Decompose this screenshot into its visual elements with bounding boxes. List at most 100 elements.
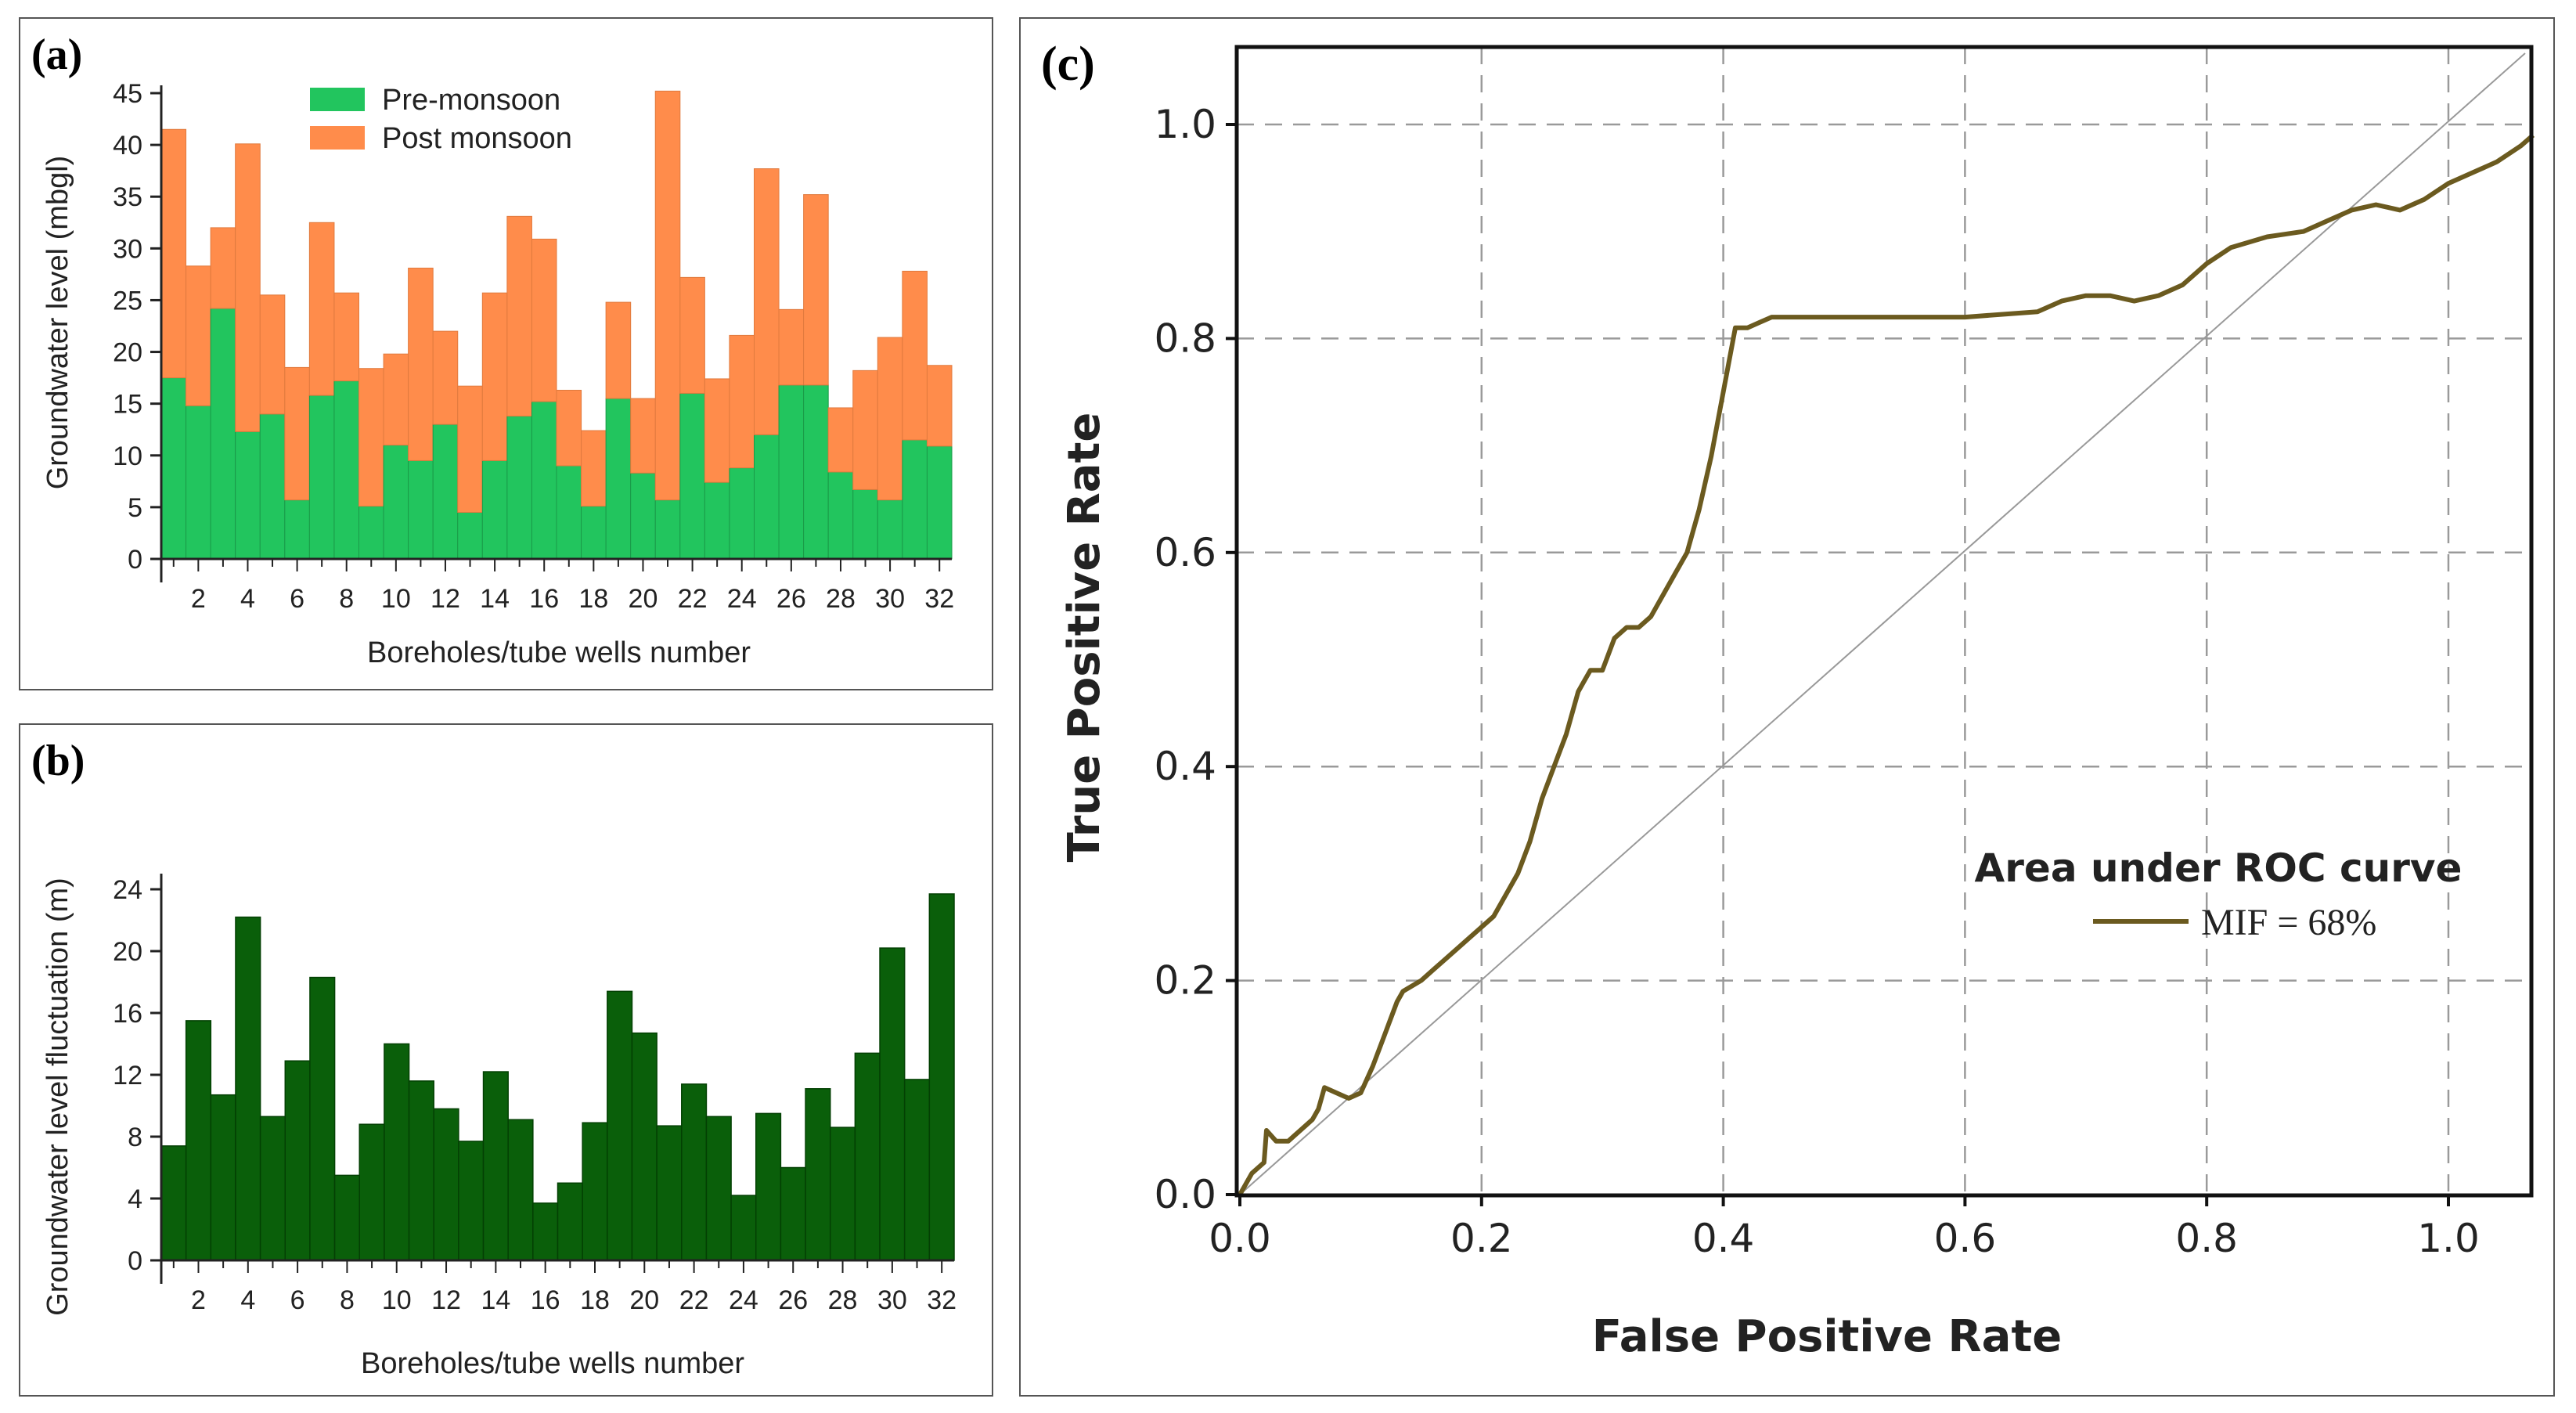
y-tick-label-b: 12 [113,1061,142,1090]
x-tick-label-b: 28 [828,1285,858,1315]
y-axis-label-c: True Positive Rate [1059,413,1110,863]
bar-fluct-14 [482,1071,509,1261]
legend-title-c: Area under ROC curve [1975,845,2463,891]
bar-post-16 [531,238,557,402]
x-tick-label-c: 0.0 [1209,1216,1271,1261]
bar-fluct-12 [433,1108,459,1261]
x-tick-label-a: 2 [191,584,206,614]
y-tick-label-c: 0.8 [1154,315,1216,361]
bar-pre-29 [852,488,878,560]
bar-pre-11 [408,460,434,560]
y-tick-label-c: 0.2 [1154,958,1216,1004]
bar-fluct-28 [829,1126,856,1261]
bar-pre-32 [926,445,953,560]
bar-post-22 [679,276,705,394]
bar-pre-2 [186,405,211,560]
panel-b: (b) 0 4 8 12 16 20 24 2 4 6 8 10 12 14 16 18 20 22 24 26 28 3… [19,723,993,1397]
x-tick-label-a: 14 [480,584,510,614]
panel-label-a: (a) [31,31,82,79]
bar-post-2 [186,265,211,406]
panel-a: (a) 0 5 10 15 20 25 30 35 40 45 2 4 6 8 10 12 14 16 18 20 22… [19,17,993,690]
x-tick-label-b: 22 [679,1285,709,1315]
x-tick-label-b: 10 [382,1285,412,1315]
x-tick-label-c: 0.8 [2175,1216,2238,1261]
bar-fluct-1 [160,1145,187,1261]
bar-post-27 [803,194,829,386]
legend-label-post: Post monsoon [382,122,572,155]
bar-pre-31 [902,439,928,560]
x-tick-label-c: 0.2 [1450,1216,1513,1261]
x-tick-label-b: 12 [431,1285,461,1315]
bar-post-12 [432,330,459,425]
bar-post-9 [358,368,384,507]
x-axis-label-a: Boreholes/tube wells number [367,636,751,669]
bar-pre-5 [259,413,286,560]
x-tick-label-b: 20 [629,1285,659,1315]
x-tick-label-a: 8 [339,584,354,614]
bar-pre-13 [457,512,483,560]
bar-pre-22 [679,392,705,560]
bar-fluct-22 [681,1083,708,1261]
bar-post-5 [259,294,286,415]
x-tick-label-a: 26 [776,584,806,614]
legend-label-pre: Pre-monsoon [382,84,560,117]
y-tick-label-c: 0.4 [1154,744,1216,789]
bar-post-15 [506,215,532,417]
x-tick-label-c: 0.4 [1692,1216,1755,1261]
x-tick-label-b: 16 [531,1285,560,1315]
x-axis-label-c: False Positive Rate [1592,1311,2062,1362]
x-tick-label-b: 24 [729,1285,758,1315]
bar-post-13 [457,385,483,514]
x-tick-label-b: 2 [191,1285,206,1315]
y-tick-label-b: 24 [113,875,142,905]
bar-pre-12 [432,424,459,560]
bar-fluct-31 [903,1079,931,1261]
x-tick-label-b: 26 [778,1285,808,1315]
bar-fluct-30 [879,947,906,1261]
y-tick-label-a: 40 [113,131,142,160]
bar-post-4 [235,143,261,432]
bar-fluct-29 [854,1052,881,1261]
y-tick-label-c: 0.6 [1154,530,1216,575]
y-tick-label-a: 30 [113,234,142,264]
x-tick-label-c: 0.6 [1934,1216,1997,1261]
bar-fluct-20 [631,1032,658,1261]
x-tick-label-a: 6 [290,584,304,614]
bar-pre-18 [581,506,607,560]
bar-fluct-2 [185,1020,212,1261]
bar-post-25 [754,168,780,435]
y-tick-label-a: 45 [113,79,142,109]
y-tick-label-b: 4 [128,1184,142,1214]
bar-post-28 [827,407,854,473]
bar-post-10 [383,353,409,446]
bar-pre-19 [605,398,632,560]
bar-post-19 [605,301,632,399]
x-tick-label-b: 4 [240,1285,255,1315]
x-tick-label-a: 18 [578,584,608,614]
legend-swatch-post [310,126,365,150]
bar-fluct-3 [210,1094,236,1261]
bar-pre-6 [284,499,310,560]
bar-post-31 [902,270,928,441]
x-tick-label-a: 30 [875,584,905,614]
bar-pre-30 [877,499,903,560]
bar-pre-9 [358,506,384,560]
bar-post-21 [654,90,681,501]
bar-post-14 [481,292,508,461]
y-axis-label-a: Groundwater level (mbgl) [41,156,74,490]
y-tick-label-b: 16 [113,999,142,1029]
x-tick-label-a: 10 [381,584,411,614]
bar-pre-25 [754,434,780,560]
bar-pre-17 [556,465,582,560]
bar-fluct-15 [507,1119,534,1261]
x-tick-label-b: 30 [877,1285,907,1315]
y-tick-label-a: 0 [128,545,142,575]
bar-fluct-21 [656,1125,683,1261]
bar-post-29 [852,369,878,490]
bar-pre-23 [704,481,730,560]
bar-post-11 [408,267,434,461]
x-tick-label-b: 8 [340,1285,355,1315]
bar-fluct-13 [458,1141,485,1261]
